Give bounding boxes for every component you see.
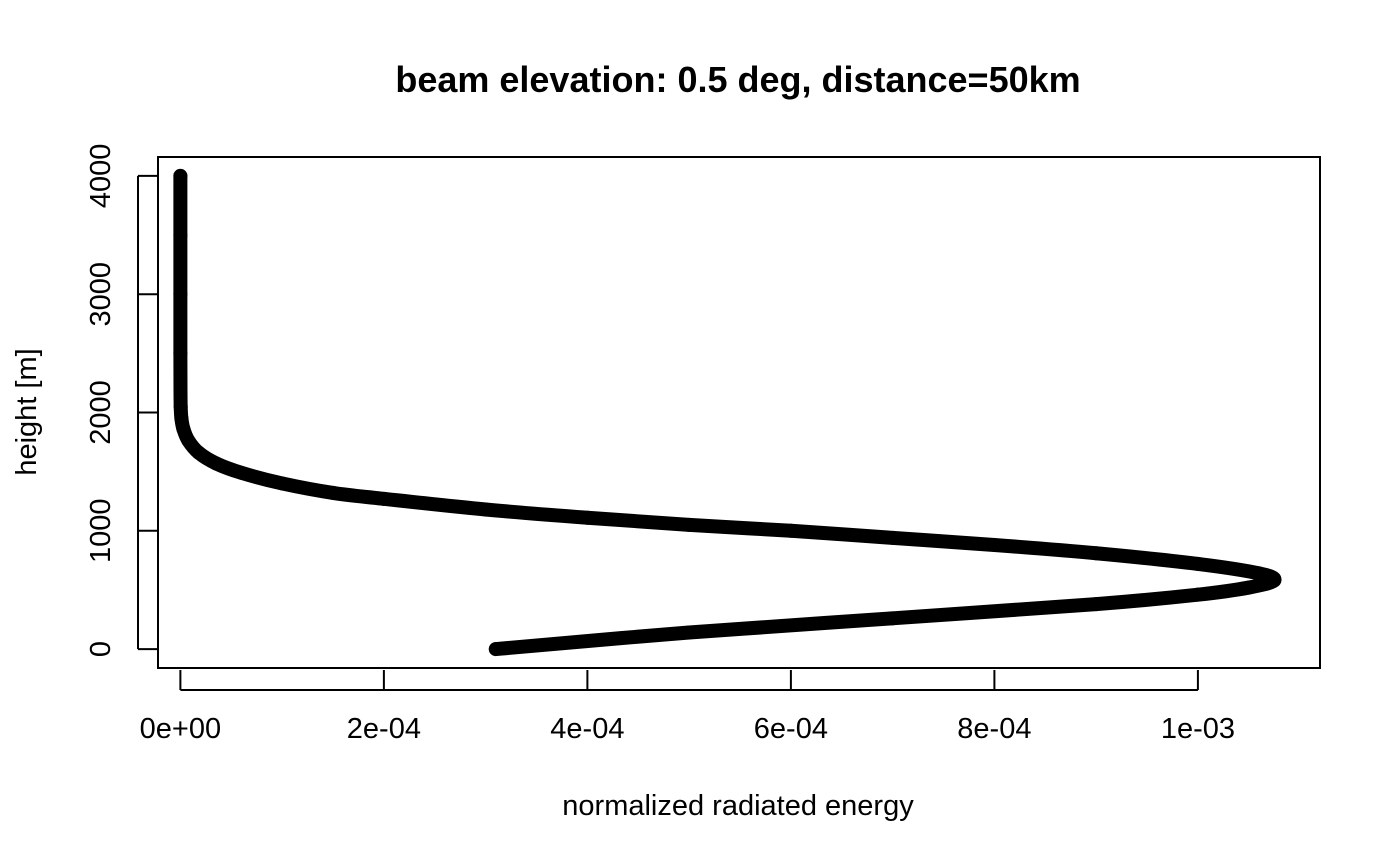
y-tick-label: 3000 — [85, 262, 117, 327]
data-point — [173, 346, 188, 361]
x-tick-label: 0e+00 — [140, 713, 221, 745]
data-point — [173, 381, 188, 396]
x-tick-label: 8e-04 — [957, 713, 1031, 745]
data-point — [173, 399, 188, 414]
plot-frame — [157, 156, 1321, 669]
x-tick-label: 1e-03 — [1161, 713, 1235, 745]
data-point — [783, 523, 798, 538]
data-point — [174, 411, 189, 426]
data-point — [176, 422, 191, 437]
data-point — [234, 465, 249, 480]
y-tick-label: 4000 — [85, 144, 117, 209]
data-point — [478, 502, 493, 517]
data-point — [191, 445, 206, 460]
y-tick-label: 1000 — [85, 499, 117, 564]
data-point — [275, 476, 290, 491]
data-point — [326, 485, 341, 500]
data-point — [987, 537, 1002, 552]
x-tick-label: 6e-04 — [754, 713, 828, 745]
data-point — [376, 491, 391, 506]
y-axis-label: height [m] — [11, 348, 43, 475]
y-tick-label: 0 — [85, 641, 117, 657]
series-layer — [173, 168, 1282, 657]
data-point — [208, 456, 223, 471]
y-tick-label: 2000 — [85, 380, 117, 445]
x-tick-label: 2e-04 — [347, 713, 421, 745]
y-axis: 0 1000 2000 3000 4000 — [85, 144, 158, 657]
data-point — [181, 433, 196, 448]
data-point — [580, 510, 595, 525]
data-point — [885, 611, 900, 626]
data-point — [682, 625, 697, 640]
x-tick-label: 4e-04 — [550, 713, 624, 745]
data-point — [1089, 597, 1104, 612]
x-axis-label: normalized radiated energy — [562, 790, 914, 822]
data-point — [1190, 556, 1205, 571]
series-line — [173, 168, 1282, 657]
chart-title: beam elevation: 0.5 deg, distance=50km — [395, 59, 1080, 100]
data-point — [1267, 573, 1282, 588]
data-point — [682, 517, 697, 532]
data-point — [173, 228, 188, 243]
data-point — [488, 642, 503, 657]
data-point — [885, 530, 900, 545]
data-point — [1089, 546, 1104, 561]
data-point — [173, 287, 188, 302]
data-point — [1251, 566, 1266, 581]
data-point — [1190, 587, 1205, 602]
data-point — [173, 168, 188, 183]
x-axis: 0e+00 2e-04 4e-04 6e-04 8e-04 1e-03 — [140, 670, 1235, 745]
data-point — [1241, 580, 1256, 595]
